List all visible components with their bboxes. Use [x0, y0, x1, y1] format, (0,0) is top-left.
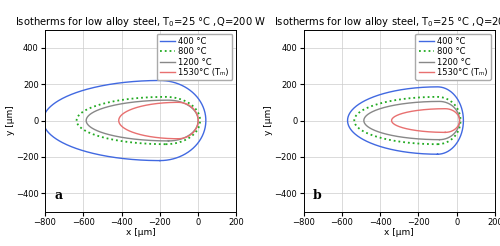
Title: Isotherms for low alloy steel, T$_0$=25 °C ,Q=200 W: Isotherms for low alloy steel, T$_0$=25 … — [15, 15, 266, 29]
Legend: 400 °C, 800 °C, 1200 °C, 1530°C (Tₘ): 400 °C, 800 °C, 1200 °C, 1530°C (Tₘ) — [157, 34, 232, 80]
X-axis label: x [μm]: x [μm] — [126, 228, 156, 237]
Title: Isotherms for low alloy steel, T$_0$=25 °C ,Q=200 W: Isotherms for low alloy steel, T$_0$=25 … — [274, 15, 500, 29]
Legend: 400 °C, 800 °C, 1200 °C, 1530°C (Tₘ): 400 °C, 800 °C, 1200 °C, 1530°C (Tₘ) — [416, 34, 491, 80]
Y-axis label: y [μm]: y [μm] — [264, 106, 273, 135]
X-axis label: x [μm]: x [μm] — [384, 228, 414, 237]
Text: a: a — [54, 189, 62, 202]
Y-axis label: y [μm]: y [μm] — [6, 106, 15, 135]
Text: b: b — [313, 189, 322, 202]
